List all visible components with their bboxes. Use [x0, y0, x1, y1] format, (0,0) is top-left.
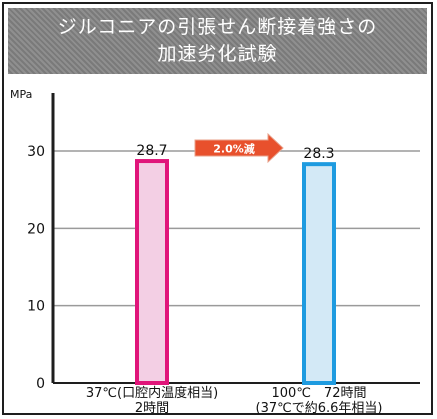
x-category-label-line: 37℃(口腔内温度相当) — [85, 386, 219, 401]
y-tick-label: 20 — [27, 221, 45, 237]
bar-2 — [302, 162, 336, 385]
chart-title-line-2: 加速劣化試験 — [157, 43, 278, 65]
change-annotation-label: 2.0%減 — [213, 142, 255, 156]
chart-title-banner: ジルコニアの引張せん断接着強さの 加速劣化試験 — [8, 8, 427, 74]
bar-value-label: 28.3 — [303, 146, 334, 162]
y-tick-label: 30 — [27, 144, 45, 160]
chart-title-line-1: ジルコニアの引張せん断接着強さの — [57, 16, 378, 38]
y-tick-label: 0 — [36, 376, 45, 392]
change-annotation-arrow: 2.0%減 — [194, 132, 284, 164]
bar-value-label: 28.7 — [136, 143, 167, 159]
y-axis-unit-label: MPa — [10, 88, 32, 101]
x-category-label-line: 2時間 — [134, 401, 170, 416]
bar-1 — [135, 159, 169, 385]
x-category-label-line: 100℃ 72時間 — [271, 386, 367, 401]
y-tick-label: 10 — [27, 299, 45, 315]
x-category-label: 100℃ 72時間 (37℃で約6.6年相当) — [256, 386, 383, 416]
x-category-label-line: (37℃で約6.6年相当) — [255, 401, 383, 416]
x-category-label: 37℃(口腔内温度相当) 2時間 — [86, 386, 218, 416]
